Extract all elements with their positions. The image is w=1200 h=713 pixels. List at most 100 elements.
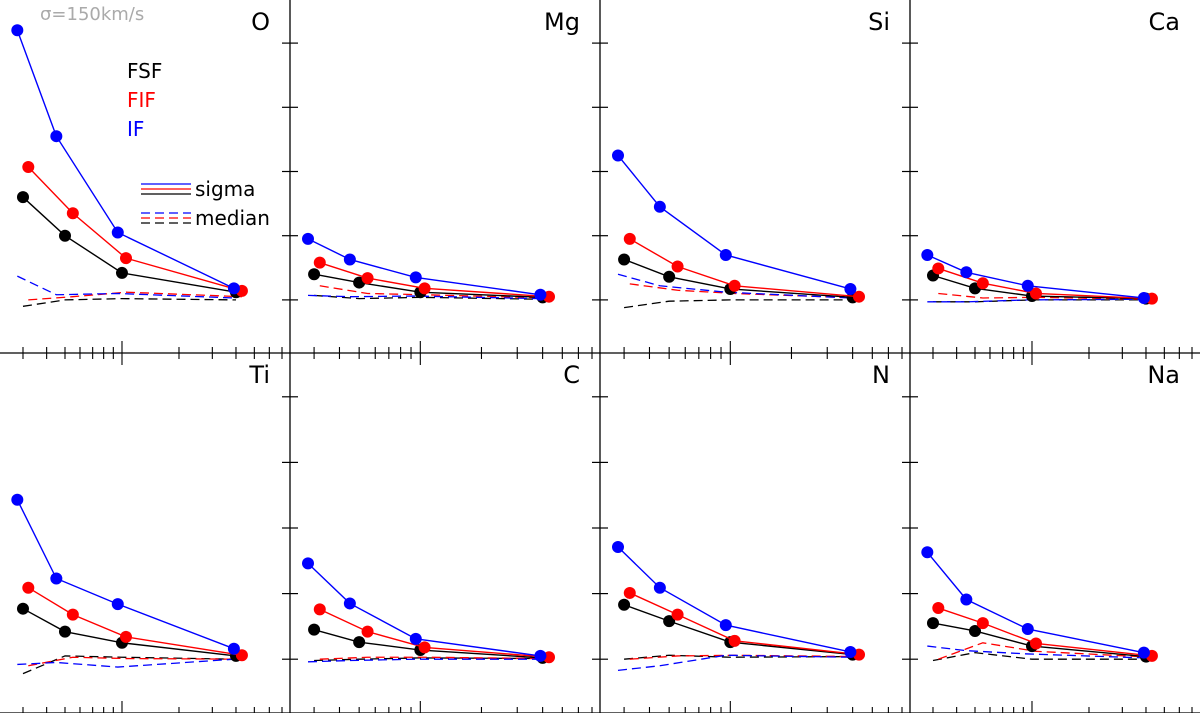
- sigma-line-fsf: [313, 629, 543, 659]
- sigma-point-fif: [623, 586, 636, 599]
- sigma-line-fif: [938, 267, 1152, 300]
- median-line-fif: [319, 656, 550, 660]
- sigma-line-fif: [27, 587, 243, 656]
- sigma-point-if: [227, 642, 240, 655]
- sigma-point-fif: [853, 290, 866, 303]
- sigma-point-fif: [1030, 637, 1043, 650]
- sigma-point-if: [960, 266, 973, 279]
- sigma-point-fif: [932, 602, 945, 615]
- sigma-point-if: [611, 149, 624, 162]
- sigma-line-fsf: [623, 258, 853, 299]
- legend: σ=150km/s FSF FIF IF sigma median: [40, 4, 270, 230]
- sigma-point-if: [719, 248, 732, 261]
- sigma-line-fif: [319, 608, 550, 658]
- panel-title: Na: [1147, 361, 1180, 389]
- legend-method-fif: FIF: [127, 88, 156, 112]
- legend-style-median: median: [195, 206, 270, 230]
- panel-n: N: [592, 361, 903, 713]
- sigma-point-fif: [361, 625, 374, 638]
- panel-si: Si: [592, 8, 903, 365]
- sigma-point-fsf: [115, 266, 128, 279]
- sigma-point-fif: [976, 617, 989, 630]
- sigma-line-fif: [27, 166, 243, 292]
- median-line-if: [17, 275, 234, 299]
- sigma-point-if: [301, 232, 314, 245]
- sigma-line-fsf: [932, 274, 1146, 300]
- panel-title: Si: [868, 8, 890, 36]
- sigma-point-fif: [1030, 287, 1043, 300]
- sigma-line-if: [617, 546, 851, 653]
- median-line-fif: [319, 285, 550, 299]
- panel-title: Ca: [1149, 8, 1180, 36]
- sigma-point-fif: [932, 262, 945, 275]
- median-line-if: [307, 658, 541, 663]
- sigma-point-fif: [313, 256, 326, 269]
- sigma-point-if: [50, 572, 63, 585]
- sigma-annotation: σ=150km/s: [40, 4, 144, 25]
- median-line-fif: [629, 654, 860, 660]
- sigma-point-if: [844, 645, 857, 658]
- sigma-line-if: [16, 30, 235, 289]
- sigma-point-fif: [623, 232, 636, 245]
- sigma-point-if: [11, 24, 24, 37]
- sigma-point-fif: [976, 277, 989, 290]
- sigma-point-fsf: [308, 268, 321, 281]
- sigma-point-fsf: [58, 229, 71, 242]
- sigma-point-if: [719, 619, 732, 632]
- sigma-line-fsf: [22, 196, 237, 293]
- sigma-point-fsf: [663, 270, 676, 283]
- sigma-point-if: [111, 226, 124, 239]
- median-line-fsf: [314, 657, 543, 662]
- panel-title: C: [563, 361, 580, 389]
- sigma-point-if: [960, 593, 973, 606]
- sigma-line-if: [307, 562, 541, 657]
- sigma-point-fsf: [58, 625, 71, 638]
- sigma-point-fif: [418, 282, 431, 295]
- sigma-point-if: [50, 130, 63, 143]
- panel-title: O: [251, 8, 270, 36]
- median-line-fsf: [22, 297, 236, 307]
- median-line-if: [307, 294, 541, 300]
- median-line-fsf: [314, 294, 543, 300]
- sigma-point-fif: [22, 581, 35, 594]
- sigma-point-fif: [66, 207, 79, 220]
- sigma-point-fif: [313, 603, 326, 616]
- sigma-line-fsf: [932, 622, 1147, 658]
- legend-method-fsf: FSF: [127, 59, 162, 83]
- sigma-point-fif: [671, 260, 684, 273]
- median-line-fif: [938, 292, 1152, 300]
- panel-na: Na: [902, 361, 1193, 713]
- sigma-point-if: [409, 271, 422, 284]
- panel-title: Ti: [248, 361, 270, 389]
- sigma-point-if: [1021, 279, 1034, 292]
- panel-title: N: [872, 361, 890, 389]
- sigma-point-if: [1021, 623, 1034, 636]
- sigma-line-fif: [319, 261, 550, 298]
- median-line-if: [927, 298, 1144, 303]
- sigma-line-fif: [629, 238, 860, 298]
- sigma-point-fif: [418, 641, 431, 654]
- legend-median-sample: [141, 212, 191, 224]
- sigma-point-if: [611, 541, 624, 554]
- sigma-point-fif: [728, 634, 741, 647]
- sigma-line-fsf: [313, 273, 543, 299]
- sigma-line-fif: [938, 607, 1153, 657]
- median-line-fsf: [932, 651, 1146, 662]
- sigma-line-fsf: [22, 608, 237, 657]
- sigma-point-if: [534, 649, 547, 662]
- sigma-point-fsf: [16, 191, 29, 204]
- sigma-point-if: [653, 200, 666, 213]
- legend-method-if: IF: [127, 117, 144, 141]
- median-line-if: [17, 658, 234, 668]
- sigma-line-if: [926, 551, 1145, 654]
- legend-sigma-sample: [141, 183, 191, 195]
- panel-ti: Ti: [11, 361, 283, 713]
- sigma-point-if: [343, 253, 356, 266]
- sigma-point-if: [111, 598, 124, 611]
- sigma-point-fsf: [926, 617, 939, 630]
- sigma-point-if: [11, 493, 24, 506]
- sigma-point-if: [409, 632, 422, 645]
- sigma-point-fif: [671, 608, 684, 621]
- sigma-point-fif: [120, 252, 133, 265]
- median-line-if: [617, 273, 851, 299]
